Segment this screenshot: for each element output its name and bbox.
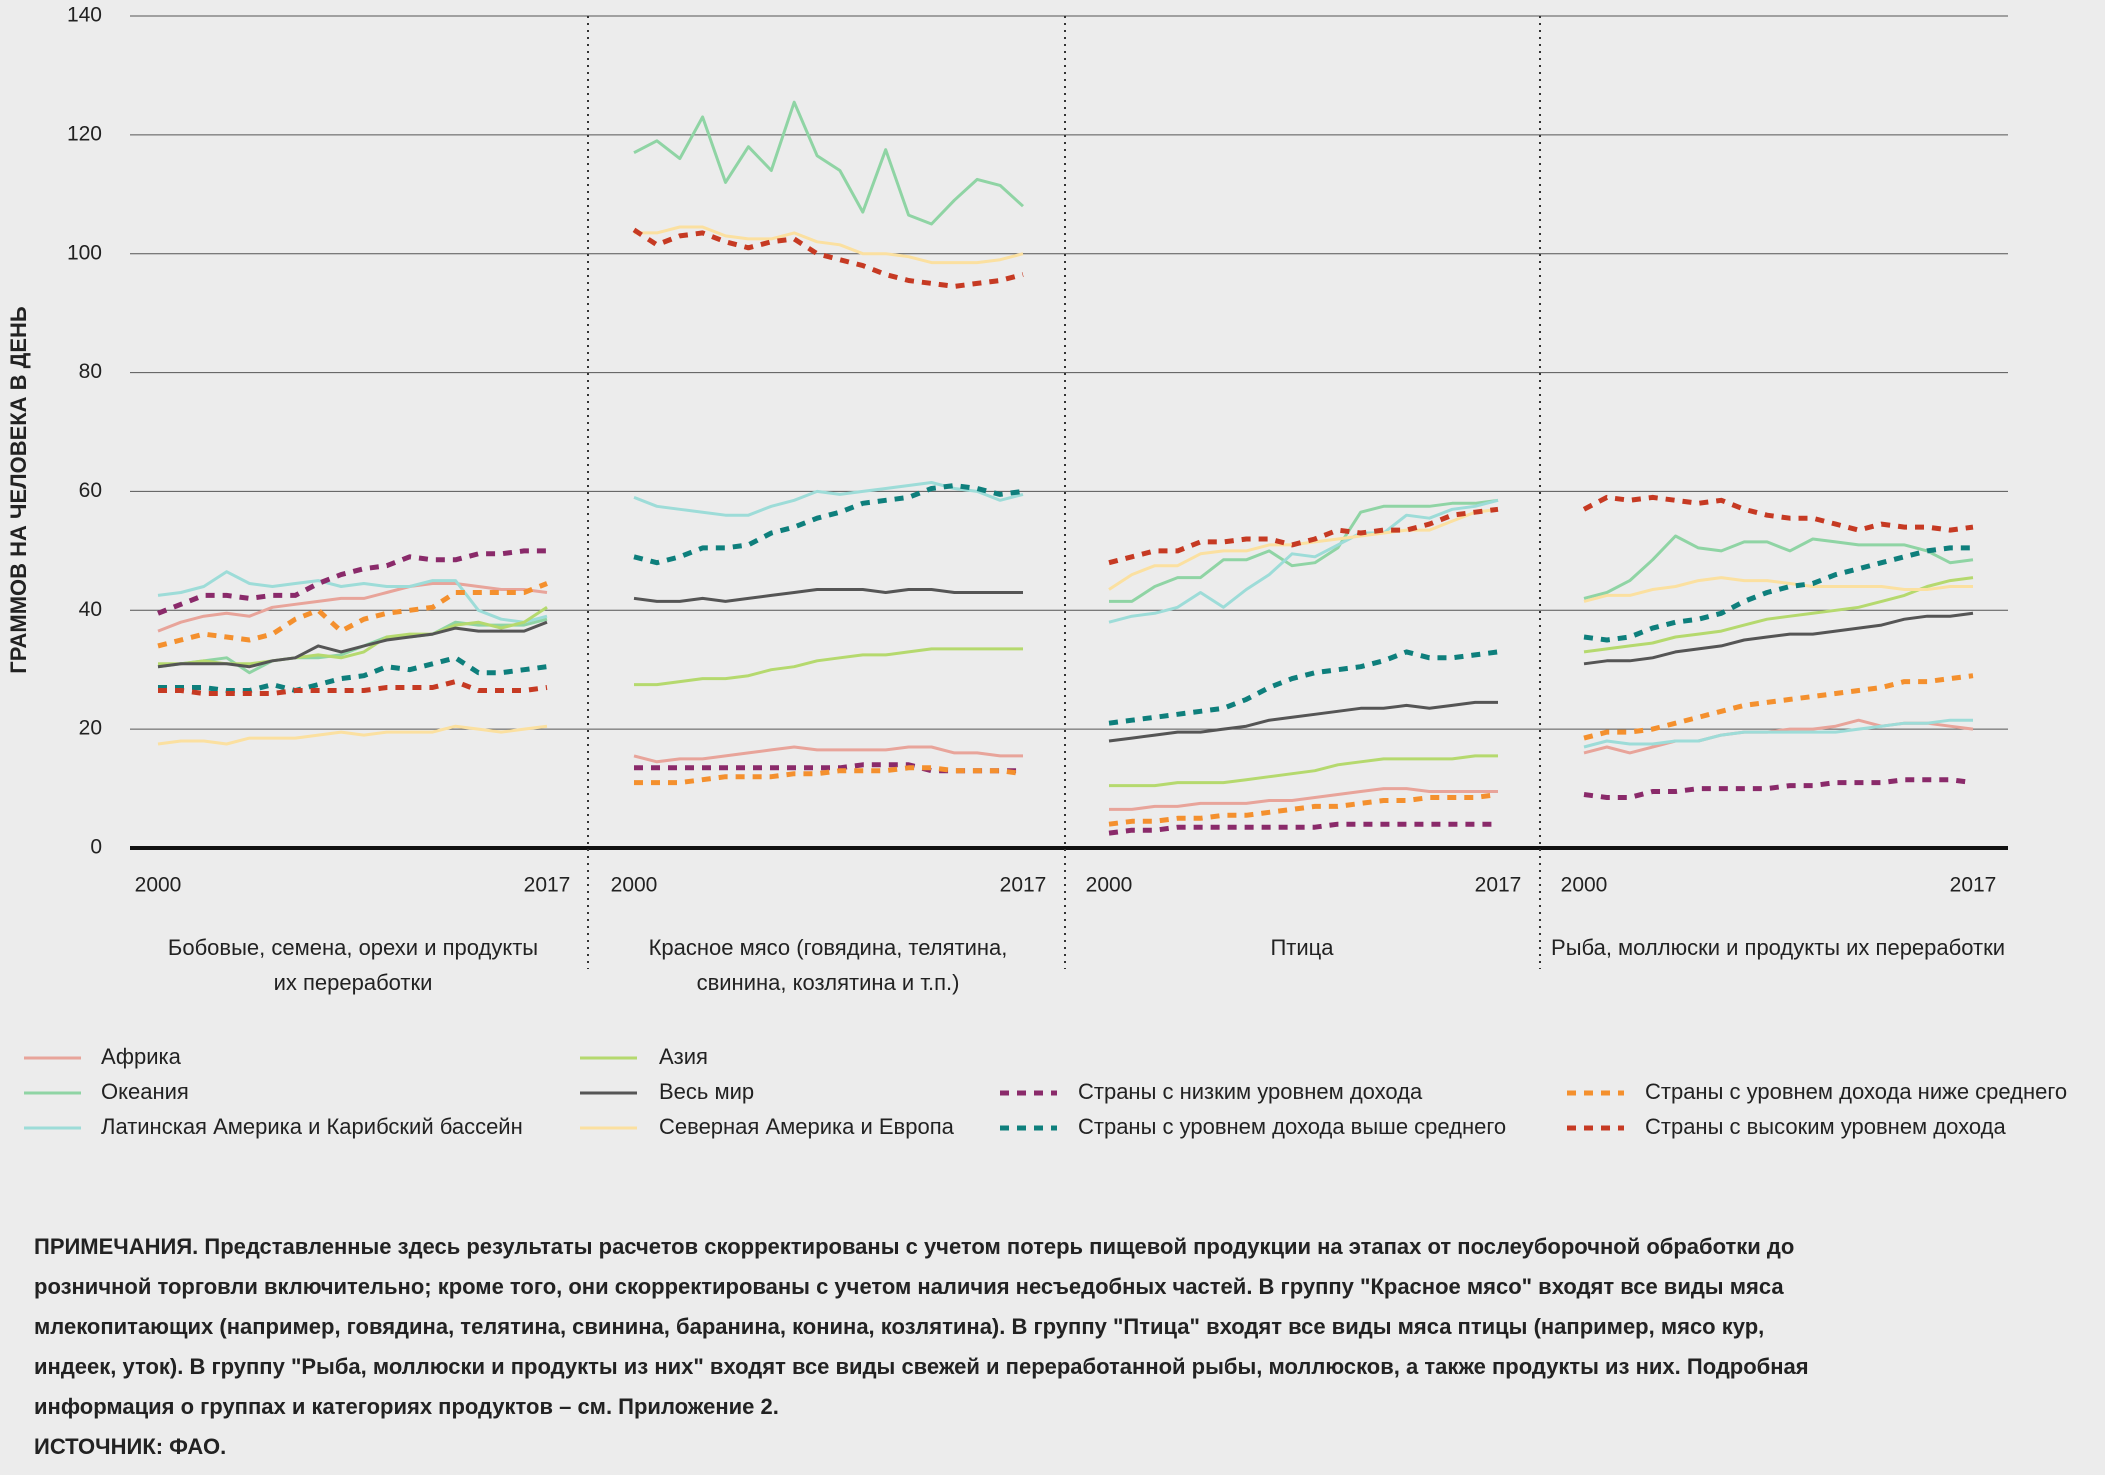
series-line <box>1582 494 1974 533</box>
note-line: млекопитающих (например, говядина, телят… <box>34 1314 1764 1339</box>
y-tick-label: 0 <box>90 836 102 859</box>
series-line <box>1583 673 1974 741</box>
legend-label: Латинская Америка и Карибский бассейн <box>101 1114 523 1139</box>
x-tick-label: 2017 <box>1000 874 1047 897</box>
y-tick-label: 100 <box>67 241 102 264</box>
panel-title: Красное мясо (говядина, телятина, <box>649 935 1008 960</box>
y-tick-label: 20 <box>79 717 102 740</box>
series-line <box>157 724 548 746</box>
legend-label: Страны с уровнем дохода ниже среднего <box>1645 1079 2067 1104</box>
series-line <box>633 100 1025 226</box>
x-tick-label: 2000 <box>135 874 182 897</box>
series-line <box>1108 498 1499 624</box>
x-tick-label: 2017 <box>1475 874 1522 897</box>
legend-label: Страны с высоким уровнем дохода <box>1645 1114 2006 1139</box>
series-line <box>1583 534 1974 600</box>
x-tick-label: 2017 <box>1950 874 1997 897</box>
panel-title: Птица <box>1270 935 1334 960</box>
series-line <box>1108 792 1499 827</box>
note-line: информация о группах и категориях продук… <box>34 1394 779 1419</box>
y-tick-label: 40 <box>79 598 102 621</box>
series-line <box>1108 507 1499 591</box>
legend-label: Страны с низким уровнем дохода <box>1078 1079 1423 1104</box>
series-line <box>1109 498 1499 603</box>
note-line: ПРИМЕЧАНИЯ. Представленные здесь результ… <box>34 1234 1794 1259</box>
series-line <box>157 570 548 624</box>
series-line <box>634 647 1023 687</box>
series-line <box>157 620 548 669</box>
legend-label: Северная Америка и Европа <box>659 1114 955 1139</box>
series-line <box>1583 777 1974 800</box>
series-line <box>1583 718 1973 749</box>
series-line <box>157 582 548 633</box>
x-tick-label: 2000 <box>1561 874 1608 897</box>
y-tick-label: 140 <box>67 4 102 27</box>
series-line <box>634 225 1024 265</box>
series-line <box>1108 700 1498 743</box>
series-line <box>634 765 1024 786</box>
legend-label: Африка <box>101 1044 182 1069</box>
series-line <box>1108 821 1498 836</box>
x-tick-label: 2017 <box>524 874 571 897</box>
y-axis-title: ГРАММОВ НА ЧЕЛОВЕКА В ДЕНЬ <box>6 306 31 674</box>
series-line <box>1109 754 1498 788</box>
series-line <box>158 679 548 696</box>
series-line <box>1583 576 1974 654</box>
series-line <box>1583 576 1973 603</box>
y-tick-label: 120 <box>67 122 102 145</box>
panel-title: их переработки <box>274 970 433 995</box>
y-tick-label: 60 <box>79 479 102 502</box>
series-line <box>1583 611 1974 666</box>
legend-label: Весь мир <box>659 1079 754 1104</box>
legend-label: Страны с уровнем дохода выше среднего <box>1078 1114 1506 1139</box>
x-tick-label: 2000 <box>1086 874 1133 897</box>
note-line: ИСТОЧНИК: ФАО. <box>34 1434 226 1459</box>
y-tick-label: 80 <box>79 360 102 383</box>
series-line <box>632 227 1024 289</box>
panel-title: Бобовые, семена, орехи и продукты <box>168 935 538 960</box>
series-line <box>633 481 1024 517</box>
series-line <box>1109 787 1498 811</box>
series-line <box>633 588 1023 603</box>
legend-label: Азия <box>659 1044 708 1069</box>
series-line <box>157 581 548 649</box>
x-tick-label: 2000 <box>611 874 658 897</box>
panel-title: свинина, козлятина и т.п.) <box>697 970 960 995</box>
series-line <box>633 745 1023 764</box>
panel-title: Рыба, моллюски и продукты их переработки <box>1551 935 2005 960</box>
note-line: индеек, уток). В группу "Рыба, моллюски … <box>34 1354 1809 1379</box>
legend-label: Океания <box>101 1079 189 1104</box>
note-line: розничной торговли включительно; кроме т… <box>34 1274 1784 1299</box>
series-line <box>157 548 547 616</box>
